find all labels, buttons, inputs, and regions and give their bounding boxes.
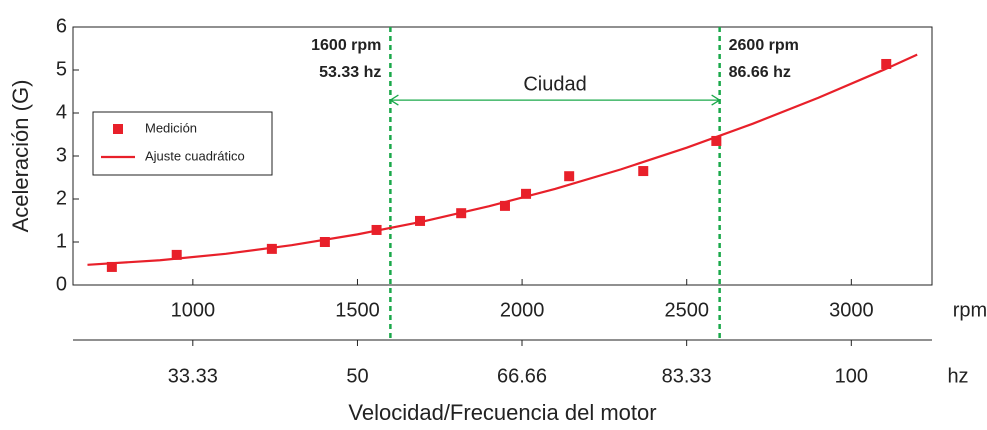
legend-box	[92, 111, 273, 176]
x-tick-label: 1000	[171, 299, 216, 321]
data-point	[456, 208, 467, 219]
y-tick-label: 1	[56, 230, 67, 252]
legend-marker	[113, 124, 123, 134]
y-tick-label: 3	[56, 144, 67, 166]
data-point	[106, 261, 117, 272]
arrow-head	[711, 94, 721, 106]
x-unit-label: rpm	[953, 299, 987, 321]
data-point	[371, 224, 382, 235]
range-label: Ciudad	[523, 73, 586, 95]
x2-unit-label: hz	[947, 365, 968, 387]
annotation-text: 2600 rpm	[729, 37, 799, 54]
x2-tick-label: 100	[835, 365, 868, 387]
data-point	[319, 237, 330, 247]
annotation-text: 1600 rpm	[311, 37, 381, 54]
x-axis-label: Velocidad/Frecuencia del motor	[348, 400, 656, 425]
x2-tick-label: 33.33	[168, 365, 218, 387]
annotation-text: 53.33 hz	[319, 64, 381, 81]
legend-label: Ajuste cuadrático	[145, 148, 245, 163]
legend-label: Medición	[145, 120, 197, 135]
data-point	[171, 249, 182, 260]
x2-tick-label: 50	[346, 365, 368, 387]
x2-tick-label: 66.66	[497, 365, 547, 387]
y-tick-label: 2	[56, 187, 67, 209]
x2-tick-label: 83.33	[662, 365, 712, 387]
data-point	[638, 166, 649, 177]
data-point	[415, 215, 426, 226]
data-point	[564, 171, 575, 182]
y-axis-label: Aceleración (G)	[8, 80, 33, 233]
x-tick-label: 2500	[664, 299, 709, 321]
y-tick-label: 0	[56, 273, 67, 295]
data-point	[521, 188, 532, 199]
y-tick-label: 4	[56, 101, 67, 123]
data-point	[881, 58, 892, 69]
data-point	[266, 243, 277, 254]
y-tick-label: 5	[56, 58, 67, 80]
arrow-head	[389, 94, 399, 106]
x-tick-label: 2000	[500, 299, 545, 321]
x-tick-label: 3000	[829, 299, 874, 321]
y-tick-label: 6	[56, 15, 67, 37]
annotation-text: 86.66 hz	[729, 64, 791, 81]
data-point	[711, 135, 722, 146]
data-point	[499, 200, 510, 211]
x-tick-label: 1500	[335, 299, 380, 321]
